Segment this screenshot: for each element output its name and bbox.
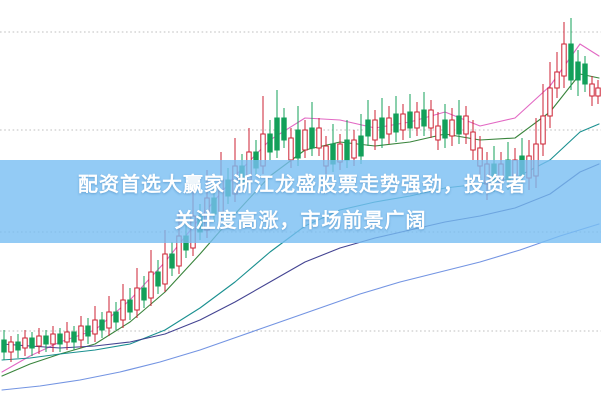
promo-banner-line-2: 关注度高涨，市场前景广阔	[174, 207, 427, 232]
promo-banner: 配资首选大赢家 浙江龙盛股票走势强劲，投资者 关注度高涨，市场前景广阔	[0, 160, 601, 243]
promo-banner-line-1: 配资首选大赢家 浙江龙盛股票走势强劲，投资者	[78, 171, 527, 196]
